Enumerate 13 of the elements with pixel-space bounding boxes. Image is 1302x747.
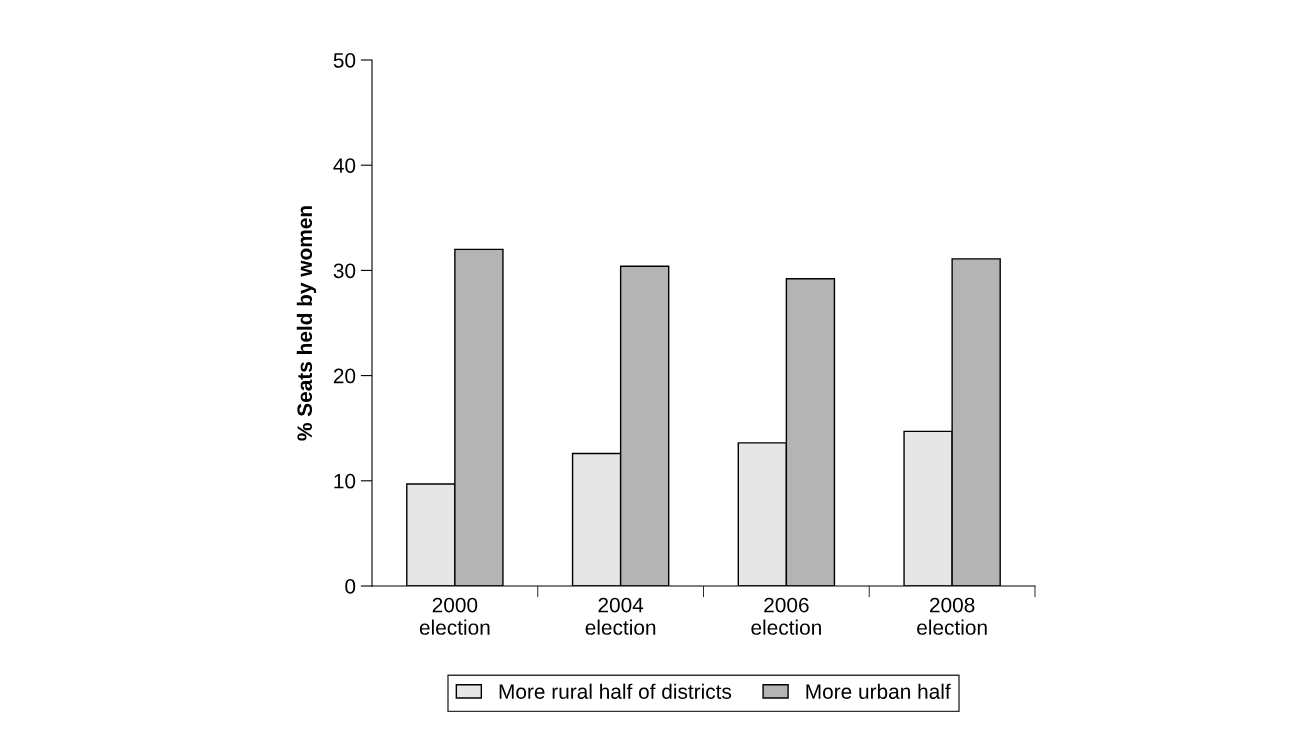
y-tick-label: 0 — [345, 579, 356, 594]
y-tick-label: 50 — [333, 53, 356, 68]
x-tick-label: 2006 election — [751, 597, 821, 635]
y-tick-label: 20 — [333, 368, 356, 384]
legend-label: More urban half — [806, 683, 951, 699]
x-tick-label: 2000 election — [419, 597, 490, 635]
y-tick-label: 10 — [334, 473, 356, 489]
y-tick-label: 40 — [333, 158, 356, 173]
legend-label: More rural half of districts — [499, 683, 732, 699]
x-tick-label: 2008 election — [917, 597, 987, 635]
x-tick-label: 2004 election — [585, 597, 656, 635]
y-tick-label: 30 — [333, 263, 356, 279]
y-axis-title: % Seats held by women — [296, 206, 317, 441]
